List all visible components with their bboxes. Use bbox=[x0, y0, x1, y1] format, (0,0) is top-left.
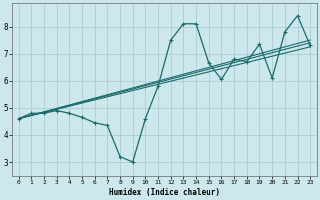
X-axis label: Humidex (Indice chaleur): Humidex (Indice chaleur) bbox=[109, 188, 220, 197]
